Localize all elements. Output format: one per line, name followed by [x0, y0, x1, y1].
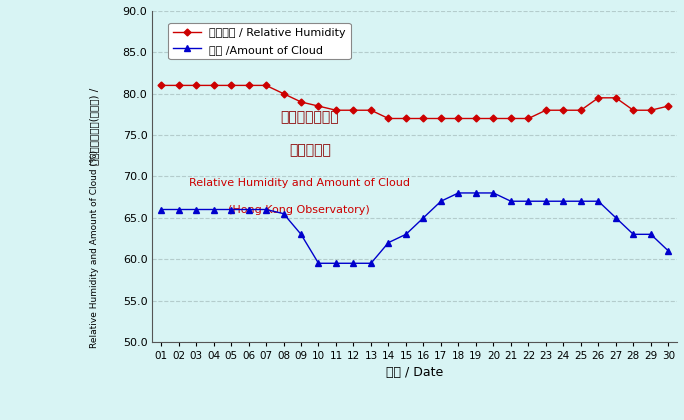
- 雲量 /Amount of Cloud: [489, 190, 497, 195]
- 雲量 /Amount of Cloud: [262, 207, 270, 212]
- 相對湿度 / Relative Humidity: [437, 116, 445, 121]
- 雲量 /Amount of Cloud: [646, 232, 655, 237]
- 雲量 /Amount of Cloud: [332, 261, 340, 266]
- 雲量 /Amount of Cloud: [384, 240, 393, 245]
- 相對湿度 / Relative Humidity: [611, 95, 620, 100]
- 相對湿度 / Relative Humidity: [262, 83, 270, 88]
- 雲量 /Amount of Cloud: [629, 232, 637, 237]
- 相對湿度 / Relative Humidity: [332, 108, 340, 113]
- 雲量 /Amount of Cloud: [244, 207, 252, 212]
- 相對湿度 / Relative Humidity: [629, 108, 637, 113]
- 相對湿度 / Relative Humidity: [157, 83, 165, 88]
- 雲量 /Amount of Cloud: [367, 261, 375, 266]
- Line: 相對湿度 / Relative Humidity: 相對湿度 / Relative Humidity: [159, 83, 671, 121]
- 相對湿度 / Relative Humidity: [560, 108, 568, 113]
- 雲量 /Amount of Cloud: [507, 199, 515, 204]
- 雲量 /Amount of Cloud: [437, 199, 445, 204]
- 雲量 /Amount of Cloud: [157, 207, 165, 212]
- 雲量 /Amount of Cloud: [174, 207, 183, 212]
- 相對湿度 / Relative Humidity: [542, 108, 550, 113]
- 雲量 /Amount of Cloud: [560, 199, 568, 204]
- 雲量 /Amount of Cloud: [454, 190, 462, 195]
- 相對湿度 / Relative Humidity: [454, 116, 462, 121]
- 相對湿度 / Relative Humidity: [279, 91, 287, 96]
- 雲量 /Amount of Cloud: [419, 215, 428, 220]
- Text: 相對湿度及雲量: 相對湿度及雲量: [280, 110, 339, 124]
- 相對湿度 / Relative Humidity: [524, 116, 532, 121]
- 相對湿度 / Relative Humidity: [244, 83, 252, 88]
- 雲量 /Amount of Cloud: [472, 190, 480, 195]
- Text: 相對湿度及雲量(百分比) /: 相對湿度及雲量(百分比) /: [90, 88, 100, 165]
- 雲量 /Amount of Cloud: [594, 199, 603, 204]
- 相對湿度 / Relative Humidity: [507, 116, 515, 121]
- 雲量 /Amount of Cloud: [315, 261, 323, 266]
- 相對湿度 / Relative Humidity: [577, 108, 585, 113]
- 相對湿度 / Relative Humidity: [209, 83, 218, 88]
- 雲量 /Amount of Cloud: [297, 232, 305, 237]
- 相對湿度 / Relative Humidity: [419, 116, 428, 121]
- 雲量 /Amount of Cloud: [279, 211, 287, 216]
- 雲量 /Amount of Cloud: [577, 199, 585, 204]
- 雲量 /Amount of Cloud: [524, 199, 532, 204]
- 相對湿度 / Relative Humidity: [350, 108, 358, 113]
- Line: 雲量 /Amount of Cloud: 雲量 /Amount of Cloud: [158, 190, 672, 266]
- 雲量 /Amount of Cloud: [664, 248, 672, 253]
- 相對湿度 / Relative Humidity: [664, 104, 672, 109]
- 相對湿度 / Relative Humidity: [367, 108, 375, 113]
- 相對湿度 / Relative Humidity: [402, 116, 410, 121]
- 相對湿度 / Relative Humidity: [297, 100, 305, 105]
- Text: （天文台）: （天文台）: [289, 143, 330, 157]
- 相對湿度 / Relative Humidity: [472, 116, 480, 121]
- 相對湿度 / Relative Humidity: [646, 108, 655, 113]
- Text: (Hong Kong Observatory): (Hong Kong Observatory): [228, 205, 370, 215]
- 雲量 /Amount of Cloud: [402, 232, 410, 237]
- 相對湿度 / Relative Humidity: [192, 83, 200, 88]
- Legend: 相對湿度 / Relative Humidity, 雲量 /Amount of Cloud: 相對湿度 / Relative Humidity, 雲量 /Amount of …: [168, 23, 351, 59]
- 雲量 /Amount of Cloud: [542, 199, 550, 204]
- 相對湿度 / Relative Humidity: [489, 116, 497, 121]
- 雲量 /Amount of Cloud: [192, 207, 200, 212]
- Text: Relative Humidity and Amount of Cloud (%): Relative Humidity and Amount of Cloud (%…: [90, 150, 99, 348]
- 相對湿度 / Relative Humidity: [384, 116, 393, 121]
- 雲量 /Amount of Cloud: [209, 207, 218, 212]
- 雲量 /Amount of Cloud: [227, 207, 235, 212]
- Text: Relative Humidity and Amount of Cloud: Relative Humidity and Amount of Cloud: [189, 178, 410, 188]
- 相對湿度 / Relative Humidity: [227, 83, 235, 88]
- 相對湿度 / Relative Humidity: [594, 95, 603, 100]
- X-axis label: 日期 / Date: 日期 / Date: [386, 367, 443, 379]
- 相對湿度 / Relative Humidity: [315, 104, 323, 109]
- 雲量 /Amount of Cloud: [350, 261, 358, 266]
- 雲量 /Amount of Cloud: [611, 215, 620, 220]
- 相對湿度 / Relative Humidity: [174, 83, 183, 88]
